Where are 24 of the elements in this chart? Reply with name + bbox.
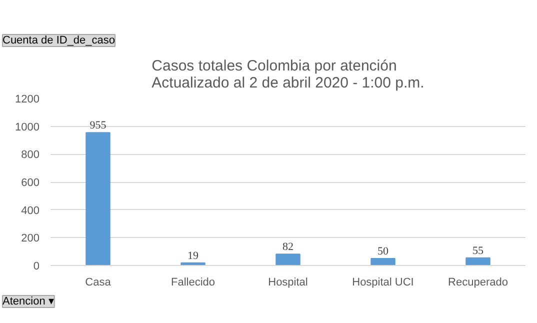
x-tick-label: Casa: [85, 276, 112, 288]
y-tick-label: 1000: [15, 121, 40, 134]
y-tick-label: 0: [33, 260, 40, 272]
chart-title: Casos totales Colombia por atención Actualizado al 2 de abril 2020 - 1:00 p.m.: [152, 58, 424, 92]
data-label: 19: [188, 250, 199, 262]
y-tick-label: 1200: [15, 94, 40, 106]
x-tick-label: Hospital UCI: [352, 276, 414, 288]
text: Atencion ▾: [2, 296, 54, 308]
x-tick-label: Recuperado: [448, 276, 508, 288]
bar: [466, 257, 490, 266]
data-label: 82: [282, 241, 294, 254]
data-label: 955: [90, 120, 107, 132]
bar: [86, 132, 110, 266]
data-label: 50: [378, 246, 389, 258]
data-label: 55: [472, 244, 484, 257]
y-tick-label: 600: [21, 177, 40, 189]
x-tick-label: Fallecido: [170, 276, 216, 288]
y-tick-label: 800: [21, 149, 40, 162]
y-tick-label: 200: [21, 232, 40, 245]
bar: [276, 254, 300, 266]
x-tick-label: Hospital: [268, 276, 308, 288]
y-tick-label: 400: [21, 204, 40, 217]
text: Cuenta de ID_de_caso: [2, 34, 116, 46]
bar: [370, 258, 396, 266]
